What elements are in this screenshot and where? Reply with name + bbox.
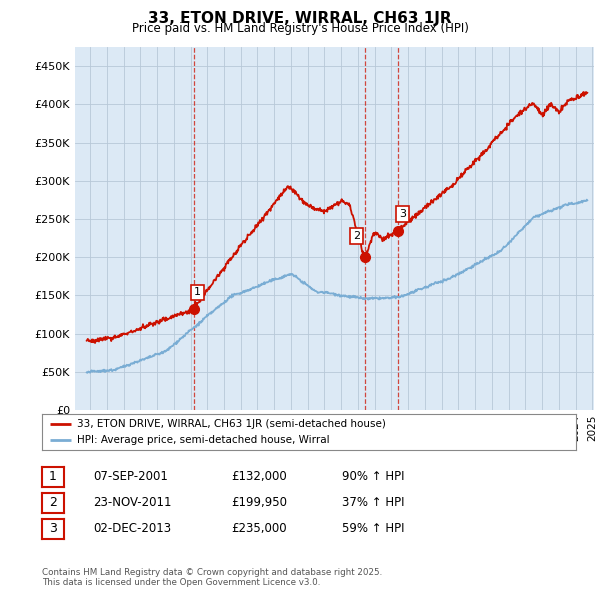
Text: HPI: Average price, semi-detached house, Wirral: HPI: Average price, semi-detached house,…	[77, 435, 329, 445]
Text: 2: 2	[49, 496, 57, 509]
Text: 90% ↑ HPI: 90% ↑ HPI	[342, 470, 404, 483]
Text: 1: 1	[49, 470, 57, 483]
Text: 3: 3	[49, 522, 57, 535]
Text: 59% ↑ HPI: 59% ↑ HPI	[342, 522, 404, 535]
Text: Contains HM Land Registry data © Crown copyright and database right 2025.
This d: Contains HM Land Registry data © Crown c…	[42, 568, 382, 587]
Text: £132,000: £132,000	[231, 470, 287, 483]
Text: 1: 1	[194, 287, 201, 297]
Text: Price paid vs. HM Land Registry's House Price Index (HPI): Price paid vs. HM Land Registry's House …	[131, 22, 469, 35]
Text: 37% ↑ HPI: 37% ↑ HPI	[342, 496, 404, 509]
Text: 3: 3	[399, 209, 406, 219]
Text: 23-NOV-2011: 23-NOV-2011	[93, 496, 172, 509]
Text: 33, ETON DRIVE, WIRRAL, CH63 1JR: 33, ETON DRIVE, WIRRAL, CH63 1JR	[148, 11, 452, 25]
Text: £199,950: £199,950	[231, 496, 287, 509]
Text: 07-SEP-2001: 07-SEP-2001	[93, 470, 168, 483]
Text: £235,000: £235,000	[231, 522, 287, 535]
Text: 2: 2	[353, 231, 360, 241]
Text: 33, ETON DRIVE, WIRRAL, CH63 1JR (semi-detached house): 33, ETON DRIVE, WIRRAL, CH63 1JR (semi-d…	[77, 419, 386, 429]
Text: 02-DEC-2013: 02-DEC-2013	[93, 522, 171, 535]
